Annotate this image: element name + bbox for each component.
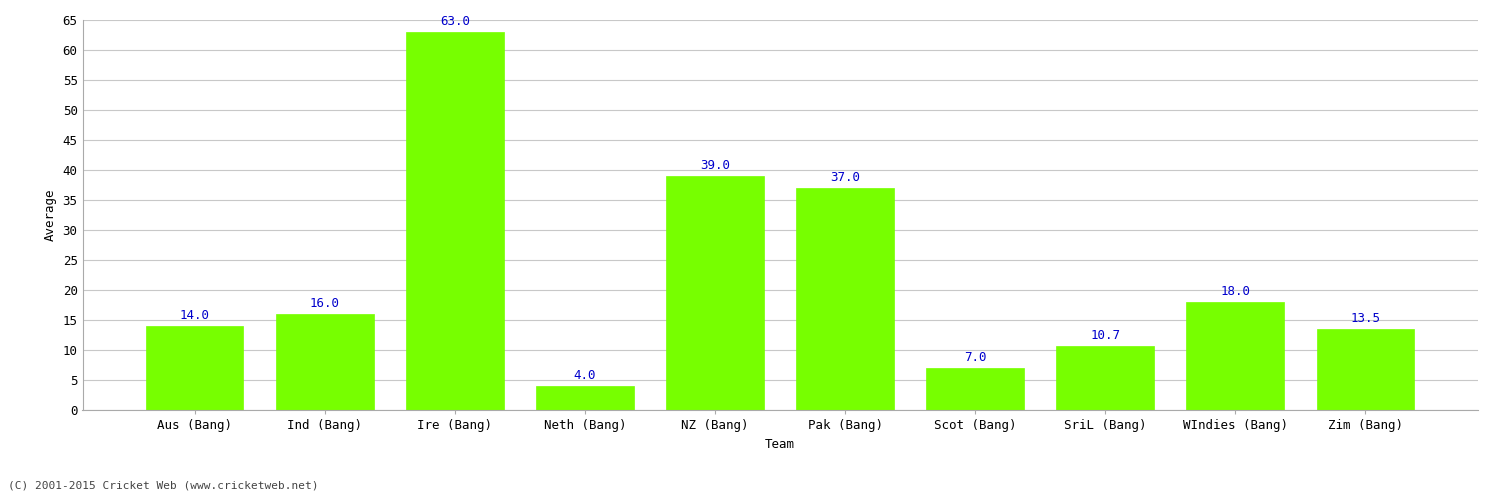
Y-axis label: Average: Average [44, 188, 57, 242]
Bar [536, 386, 633, 410]
Text: 16.0: 16.0 [310, 298, 340, 310]
Bar [666, 176, 764, 410]
Text: 7.0: 7.0 [964, 352, 987, 364]
Text: (C) 2001-2015 Cricket Web (www.cricketweb.net): (C) 2001-2015 Cricket Web (www.cricketwe… [8, 480, 318, 490]
Text: 37.0: 37.0 [830, 172, 860, 184]
Bar [406, 32, 504, 410]
Bar [276, 314, 374, 410]
X-axis label: Team: Team [765, 438, 795, 450]
Bar [1186, 302, 1284, 410]
Bar [927, 368, 1024, 410]
Bar [1056, 346, 1154, 410]
Bar [146, 326, 243, 410]
Text: 10.7: 10.7 [1090, 329, 1120, 342]
Text: 18.0: 18.0 [1220, 286, 1250, 298]
Text: 4.0: 4.0 [573, 370, 596, 382]
Text: 14.0: 14.0 [180, 310, 210, 322]
Text: 39.0: 39.0 [700, 160, 730, 172]
Text: 63.0: 63.0 [440, 16, 470, 28]
Bar [1317, 329, 1414, 410]
Text: 13.5: 13.5 [1350, 312, 1380, 326]
Bar [796, 188, 894, 410]
